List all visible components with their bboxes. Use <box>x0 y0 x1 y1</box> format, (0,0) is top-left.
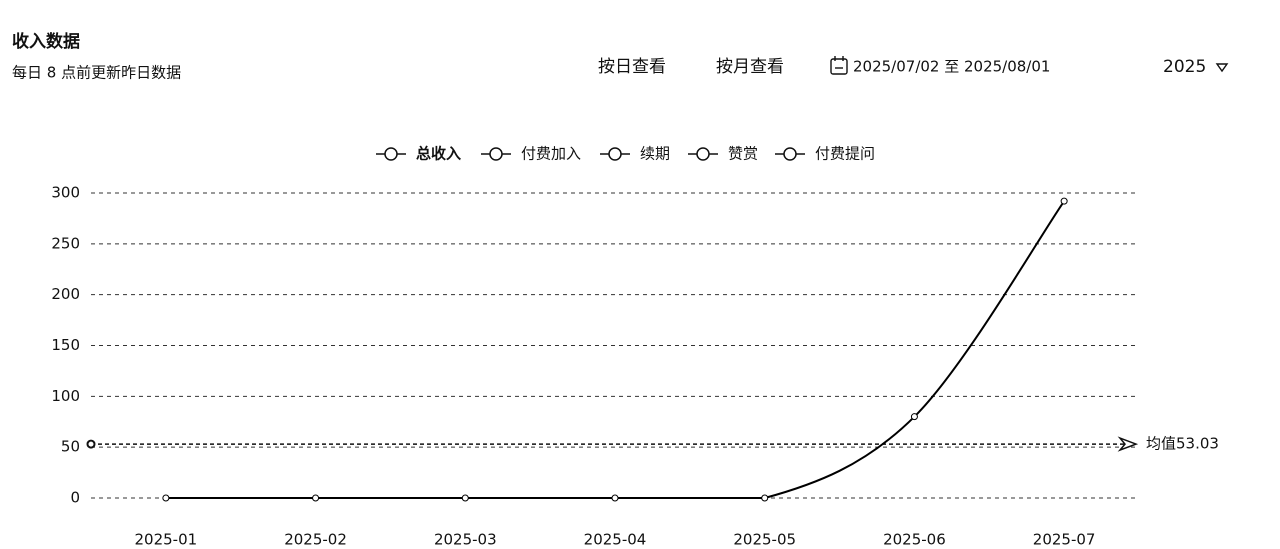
data-point <box>611 494 619 502</box>
data-point <box>761 494 769 502</box>
x-tick-label: 2025-04 <box>584 531 647 549</box>
legend-label[interactable]: 续期 <box>640 145 670 163</box>
data-point <box>910 413 918 421</box>
date-range[interactable]: 2025/07/02 至 2025/08/01 <box>853 58 1050 76</box>
data-point <box>162 494 170 502</box>
y-tick-label: 200 <box>51 285 80 303</box>
mean-arrow <box>1117 436 1139 452</box>
legend-dot <box>489 147 503 161</box>
x-tick-label: 2025-06 <box>883 531 946 549</box>
data-point <box>461 494 469 502</box>
data-point <box>1060 197 1068 205</box>
legend-dot <box>696 147 710 161</box>
x-tick-label: 2025-01 <box>135 531 198 549</box>
x-tick-label: 2025-03 <box>434 531 497 549</box>
x-tick-label: 2025-07 <box>1033 531 1096 549</box>
y-tick-label: 250 <box>51 234 80 252</box>
series-line <box>165 200 1065 500</box>
legend-label[interactable]: 赞赏 <box>728 145 758 163</box>
legend-label[interactable]: 付费提问 <box>815 145 875 163</box>
y-tick-label: 300 <box>51 184 80 202</box>
tab[interactable]: 按月查看 <box>716 57 784 77</box>
data-point <box>312 494 320 502</box>
mean-start <box>86 439 96 449</box>
legend-label[interactable]: 付费加入 <box>521 145 581 163</box>
legend-dot <box>384 147 398 161</box>
legend-dot <box>783 147 797 161</box>
y-tick-label: 100 <box>51 387 80 405</box>
y-tick-label: 150 <box>51 336 80 354</box>
x-tick-label: 2025-05 <box>733 531 796 549</box>
y-tick-label: 50 <box>61 438 80 456</box>
year-select[interactable]: 2025 <box>1163 57 1206 77</box>
y-tick-label: 0 <box>70 489 80 507</box>
subtitle: 每日 8 点前更新昨日数据 <box>12 64 181 82</box>
legend-dot <box>608 147 622 161</box>
calendar-icon <box>830 56 848 75</box>
dropdown-arrow <box>1215 63 1229 73</box>
legend-label[interactable]: 总收入 <box>416 145 461 163</box>
title: 收入数据 <box>12 31 80 52</box>
tab[interactable]: 按日查看 <box>598 57 666 77</box>
x-tick-label: 2025-02 <box>284 531 347 549</box>
mean-label: 均值53.03 <box>1146 435 1219 453</box>
